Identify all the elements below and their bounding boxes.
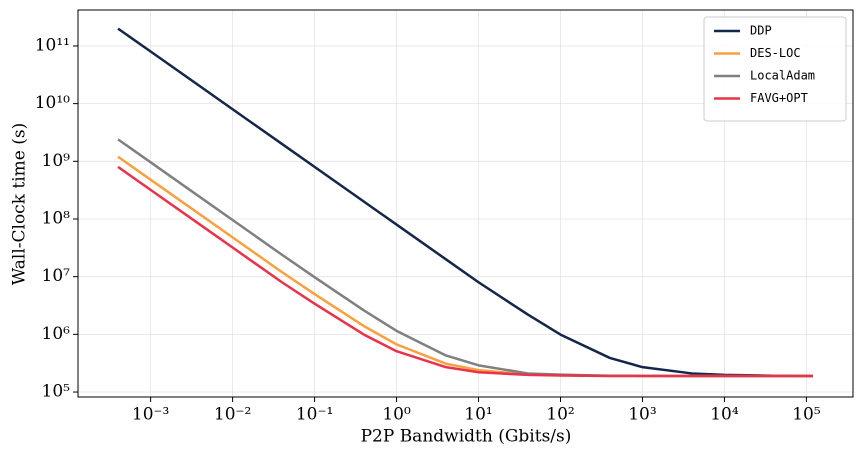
legend-label: DDP xyxy=(750,24,772,38)
y-tick-label: 10⁶ xyxy=(42,324,71,344)
series-line xyxy=(117,27,813,378)
x-tick-label: 10⁻¹ xyxy=(296,405,333,425)
x-tick-label: 10⁰ xyxy=(382,405,411,425)
x-tick-label: 10⁻³ xyxy=(132,405,169,425)
y-tick-label: 10⁵ xyxy=(42,382,71,402)
x-tick-label: 10⁵ xyxy=(792,405,821,425)
x-tick-label: 10² xyxy=(546,405,574,425)
y-tick-label: 10⁹ xyxy=(42,151,71,171)
x-tick-label: 10⁻² xyxy=(214,405,251,425)
y-tick-label: 10¹⁰ xyxy=(35,93,70,113)
x-axis-label: P2P Bandwidth (Gbits/s) xyxy=(361,427,572,447)
series-line xyxy=(117,165,813,378)
x-tick-label: 10³ xyxy=(628,405,656,425)
y-tick-label: 10⁸ xyxy=(42,208,71,228)
legend-label: DES-LOC xyxy=(750,46,801,60)
y-axis-label: Wall-Clock time (s) xyxy=(10,123,30,286)
plot-frame xyxy=(77,9,854,398)
y-tick-label: 10¹¹ xyxy=(35,35,70,55)
legend-box xyxy=(703,16,847,122)
y-tick-label: 10⁷ xyxy=(42,266,71,286)
legend-label: LocalAdam xyxy=(750,69,815,83)
legend-label: FAVG+OPT xyxy=(750,91,808,105)
x-tick-label: 10¹ xyxy=(464,405,492,425)
x-tick-label: 10⁴ xyxy=(710,405,739,425)
